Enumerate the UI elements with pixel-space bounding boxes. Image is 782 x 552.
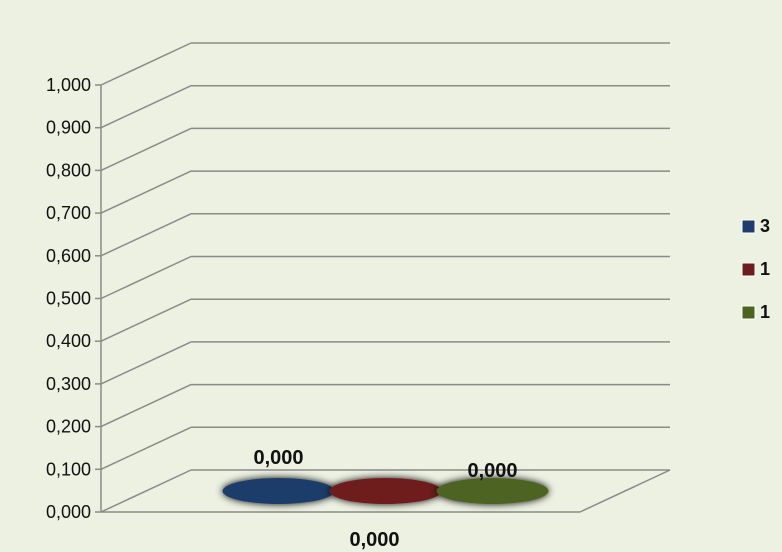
y-tick-label: 0,200 (46, 417, 91, 437)
category-axis: 0,000 (349, 529, 399, 551)
y-tick-label: 1,000 (46, 75, 91, 95)
gridline-diagonal (100, 298, 192, 342)
y-tick-label: 0,100 (46, 459, 91, 479)
gridline-diagonal (100, 383, 192, 428)
legend: 3 1 1 (741, 216, 770, 322)
gridline-diagonal (100, 42, 192, 86)
y-tick-label: 0,700 (46, 203, 91, 223)
gridline-diagonal (100, 255, 192, 300)
legend-swatch (741, 305, 756, 320)
y-tick-label: 0,300 (46, 374, 91, 394)
data-label: 0,000 (467, 460, 517, 482)
y-tick-label: 0,800 (46, 160, 91, 180)
gridline-diagonal (100, 341, 192, 385)
gridline-diagonal (100, 85, 192, 129)
gridline-diagonal (100, 213, 192, 257)
x-tick-label: 0,000 (349, 529, 399, 551)
gridline-diagonal (100, 170, 192, 214)
axes (95, 84, 671, 513)
y-tick-label: 0,600 (46, 246, 91, 266)
bar (222, 478, 335, 504)
gridline-diagonal (100, 426, 192, 470)
gridlines (100, 42, 670, 513)
gridline-diagonal (100, 127, 192, 172)
bar (329, 478, 442, 504)
bar (436, 478, 549, 504)
y-tick-label: 0,000 (46, 502, 91, 522)
legend-label: 3 (760, 216, 770, 236)
floor-right-edge (579, 469, 671, 513)
gridline-diagonal (100, 469, 192, 513)
legend-swatch (741, 262, 756, 277)
data-label: 0,000 (253, 447, 303, 469)
legend-swatch (741, 219, 756, 234)
legend-label: 1 (760, 259, 770, 279)
legend-label: 1 (760, 302, 770, 322)
y-tick-label: 0,900 (46, 118, 91, 138)
data-marks (222, 478, 549, 504)
data-labels: 0,000 0,000 (253, 447, 517, 482)
y-tick-label: 0,400 (46, 331, 91, 351)
y-tick-label: 0,500 (46, 289, 91, 309)
y-axis-ticks: 0,000 0,100 0,200 0,300 0,400 0,500 0,600 0,700… (46, 75, 91, 522)
